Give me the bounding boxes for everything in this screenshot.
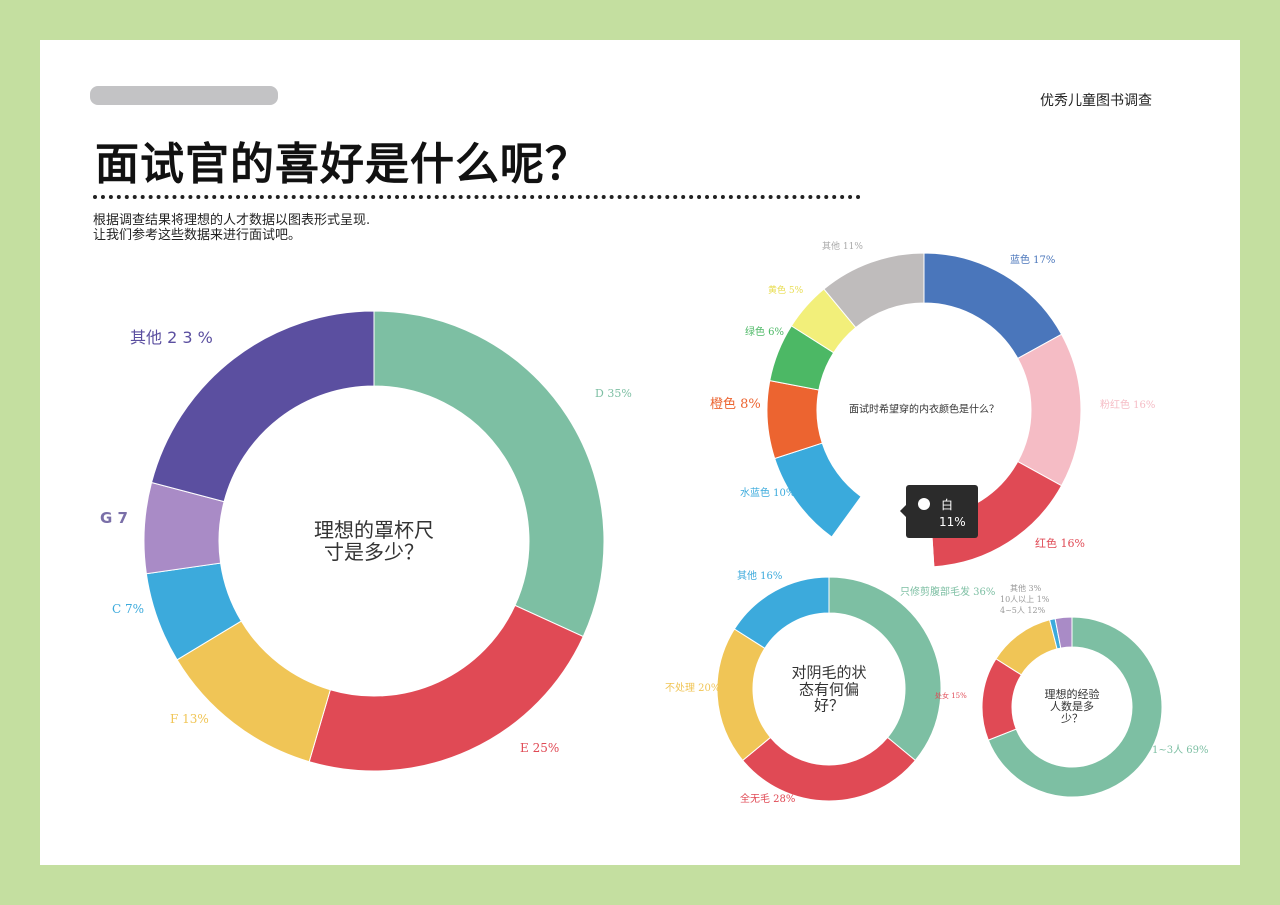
dotted-divider bbox=[93, 195, 861, 199]
chart-title: 面试时希望穿的内衣颜色是什么？ bbox=[849, 404, 999, 416]
label-other: 其他 16% bbox=[737, 571, 783, 582]
label-pink: 粉红色 16% bbox=[1100, 400, 1156, 411]
donut-slice-2-1[interactable] bbox=[741, 736, 917, 802]
label-1-3: 1~3人 69% bbox=[1152, 745, 1209, 756]
label-blue: 蓝色 17% bbox=[1010, 255, 1056, 266]
label-d: D 35% bbox=[595, 387, 632, 400]
tooltip: 白 11% bbox=[900, 485, 978, 538]
tooltip-value: 11% bbox=[939, 515, 966, 529]
donut-slice-3-0[interactable] bbox=[987, 616, 1163, 798]
chart-title: 对阴毛的状态有何偏好？ bbox=[791, 663, 867, 715]
label-orange: 橙色 8% bbox=[710, 397, 761, 412]
label-untreated: 不处理 20% bbox=[665, 683, 721, 694]
label-e: E 25% bbox=[520, 741, 560, 755]
label-g: G 7 bbox=[100, 509, 128, 527]
subtitle-line-1: 根据调查结果将理想的人才数据以图表形式呈现. bbox=[93, 213, 371, 228]
label-virgin: 处女 15% bbox=[935, 692, 967, 700]
header-bar bbox=[90, 86, 278, 105]
brand-text: 优秀儿童图书调查 bbox=[1040, 93, 1152, 109]
page-title: 面试官的喜好是什么呢？ bbox=[95, 139, 590, 190]
label-gray: 其他 11% bbox=[822, 242, 863, 252]
label-red: 红色 16% bbox=[1035, 537, 1085, 550]
label-aqua: 水蓝色 10% bbox=[740, 488, 796, 499]
donut-slice-2-3[interactable] bbox=[733, 576, 830, 649]
label-c: C 7% bbox=[112, 602, 145, 616]
subtitle-line-2: 让我们参考这些数据来进行面试吧。 bbox=[93, 228, 302, 243]
chart-title: 理想的罩杯尺寸是多少？ bbox=[314, 518, 434, 564]
label-other: 其他 3% bbox=[1010, 584, 1042, 593]
donut-slice-0-0[interactable] bbox=[373, 310, 605, 638]
donut-slice-2-0[interactable] bbox=[828, 576, 942, 762]
label-f: F 13% bbox=[170, 712, 209, 726]
donut-slice-2-2[interactable] bbox=[716, 628, 772, 762]
donut-slice-3-4[interactable] bbox=[1054, 616, 1073, 649]
tooltip-label: 白 bbox=[941, 498, 954, 512]
label-trim: 只修剪腹部毛发 36% bbox=[900, 587, 996, 598]
chart-title: 理想的经验人数是多少？ bbox=[1044, 687, 1100, 726]
donut-slice-0-5[interactable] bbox=[150, 310, 375, 503]
label-yellow: 黄色 5% bbox=[768, 286, 804, 296]
donut-slice-1-0[interactable] bbox=[923, 252, 1063, 360]
label-other: 其他 2 3 % bbox=[130, 328, 213, 347]
legend-dot-icon bbox=[918, 498, 930, 510]
label-green: 绿色 6% bbox=[745, 327, 785, 338]
label-4-5: 4~5人 12% bbox=[1000, 606, 1046, 615]
label-10plus: 10人以上 1% bbox=[1000, 595, 1050, 604]
label-hairless: 全无毛 28% bbox=[740, 794, 796, 805]
donut-slice-1-8[interactable] bbox=[823, 252, 925, 329]
donut-slice-1-1[interactable] bbox=[1017, 333, 1082, 487]
